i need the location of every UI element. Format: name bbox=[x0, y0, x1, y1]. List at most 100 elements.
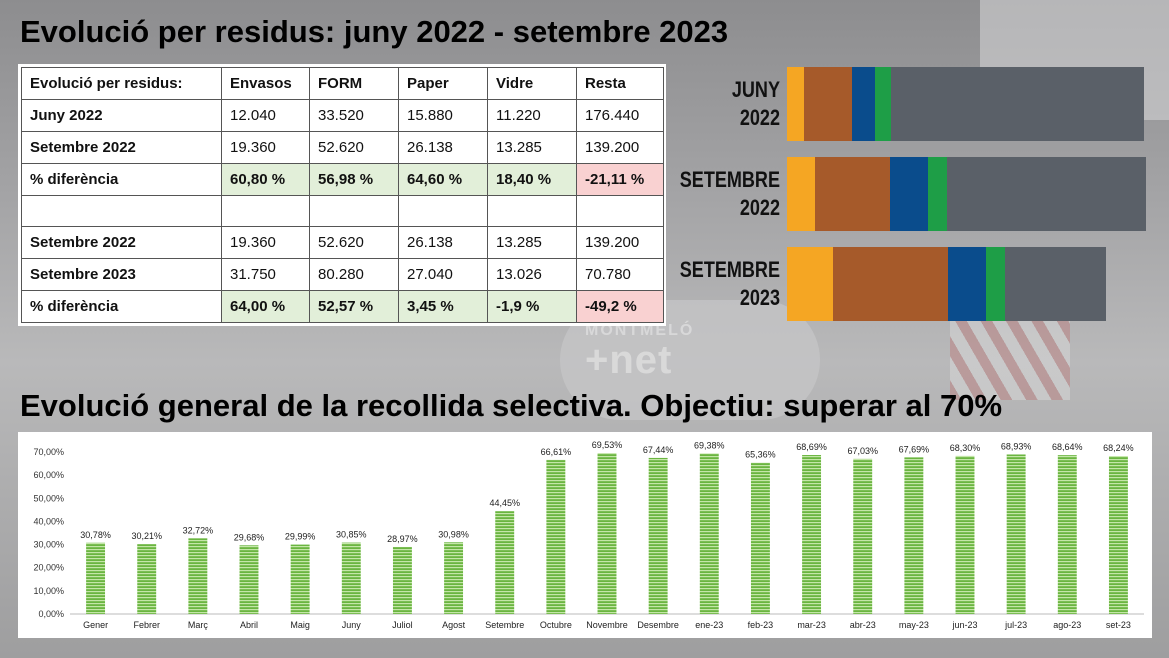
table-header-cell: Evolució per residus: bbox=[21, 67, 222, 100]
bar bbox=[290, 544, 310, 614]
stacked-bar-segment-envasos bbox=[787, 247, 833, 321]
bar bbox=[392, 546, 412, 614]
table-cell: 13.285 bbox=[487, 130, 577, 164]
bar bbox=[444, 542, 464, 614]
bar bbox=[341, 542, 361, 614]
table-cell: 52.620 bbox=[309, 130, 399, 164]
stacked-bar-segment-paper bbox=[890, 157, 928, 231]
page-title-bottom: Evolució general de la recollida selecti… bbox=[20, 388, 1003, 423]
y-tick-label: 50,00% bbox=[33, 493, 64, 503]
stacked-bar bbox=[787, 157, 1147, 231]
table-cell: 3,45 % bbox=[398, 290, 488, 323]
x-tick-label: may-23 bbox=[899, 620, 929, 630]
stacked-bar-label-line: JUNY bbox=[731, 77, 780, 102]
background-logo: MONTMELÓ +net bbox=[585, 322, 694, 383]
table-cell: 19.360 bbox=[221, 226, 310, 260]
table-cell: 26.138 bbox=[398, 130, 488, 164]
x-tick-label: feb-23 bbox=[748, 620, 774, 630]
table-cell: -49,2 % bbox=[576, 290, 664, 323]
table-row-label: Setembre 2022 bbox=[21, 226, 222, 260]
table-row-label: Setembre 2022 bbox=[21, 130, 222, 164]
data-label: 65,36% bbox=[745, 450, 776, 460]
table-cell: 64,60 % bbox=[398, 162, 488, 196]
x-tick-label: Setembre bbox=[485, 620, 524, 630]
x-tick-label: Gener bbox=[83, 620, 108, 630]
table-cell: 31.750 bbox=[221, 258, 310, 292]
table-row: Setembre 2023 31.750 80.280 27.040 13.026 70.… bbox=[21, 258, 664, 292]
bar bbox=[853, 458, 873, 614]
table-header-cell: Paper bbox=[398, 67, 488, 100]
data-label: 68,64% bbox=[1052, 442, 1083, 452]
bar bbox=[1057, 455, 1077, 614]
table-cell: -21,11 % bbox=[576, 162, 664, 196]
x-tick-label: Juliol bbox=[392, 620, 413, 630]
table-cell: 15.880 bbox=[398, 98, 488, 132]
data-label: 30,78% bbox=[80, 530, 111, 540]
bar bbox=[188, 538, 208, 614]
table-cell: 80.280 bbox=[309, 258, 399, 292]
selective-collection-chart: 0,00% 10,00% 20,00% 30,00% 40,00% 50,00% 60,00… bbox=[33, 440, 1144, 630]
data-label: 68,93% bbox=[1001, 441, 1032, 451]
table-cell: 27.040 bbox=[398, 258, 488, 292]
table-cell: 139.200 bbox=[576, 226, 664, 260]
x-tick-label: jul-23 bbox=[1004, 620, 1027, 630]
data-label: 68,69% bbox=[796, 442, 827, 452]
stacked-bar-segment-form bbox=[832, 247, 948, 321]
bar bbox=[1108, 456, 1128, 614]
data-label: 30,21% bbox=[131, 531, 162, 541]
table-cell bbox=[221, 194, 310, 228]
table-row bbox=[21, 194, 664, 228]
bar bbox=[699, 453, 719, 614]
data-label: 30,98% bbox=[438, 529, 469, 539]
y-tick-label: 0,00% bbox=[38, 609, 64, 619]
stacked-bar-segment-form bbox=[814, 157, 891, 231]
table-cell bbox=[487, 194, 577, 228]
page-title-top: Evolució per residus: juny 2022 - setemb… bbox=[20, 14, 729, 49]
table-row-label: Setembre 2023 bbox=[21, 258, 222, 292]
stacked-bar-label-line: 2023 bbox=[739, 285, 780, 310]
table-cell: 139.200 bbox=[576, 130, 664, 164]
data-label: 67,44% bbox=[643, 445, 674, 455]
table-cell: 60,80 % bbox=[221, 162, 310, 196]
table-cell: -1,9 % bbox=[487, 290, 577, 323]
table-header-cell: Envasos bbox=[221, 67, 310, 100]
stacked-bar-label: SETEMBRE 2022 bbox=[632, 166, 780, 222]
stacked-bar-label-line: 2022 bbox=[739, 105, 780, 130]
table-row-label: % diferència bbox=[21, 290, 222, 323]
x-tick-label: ene-23 bbox=[695, 620, 723, 630]
stacked-bar-label: SETEMBRE 2023 bbox=[632, 256, 780, 312]
stacked-bar-segment-envasos bbox=[787, 67, 805, 141]
y-tick-label: 30,00% bbox=[33, 540, 64, 550]
table-row: Juny 2022 12.040 33.520 15.880 11.220 176.440 bbox=[21, 98, 664, 132]
x-tick-label: Novembre bbox=[586, 620, 628, 630]
selective-collection-chart-panel: 0,00% 10,00% 20,00% 30,00% 40,00% 50,00% 60,00… bbox=[18, 432, 1152, 638]
y-tick-label: 20,00% bbox=[33, 563, 64, 573]
y-tick-label: 70,00% bbox=[33, 447, 64, 457]
bar bbox=[1006, 454, 1026, 614]
stacked-bar-label-line: 2022 bbox=[739, 195, 780, 220]
data-label: 30,85% bbox=[336, 530, 367, 540]
stacked-bar-segment-paper bbox=[852, 67, 876, 141]
stacked-bar-label-line: SETEMBRE bbox=[679, 167, 780, 192]
table-header-cell: Resta bbox=[576, 67, 664, 100]
stacked-bar-segment-vidre bbox=[875, 67, 892, 141]
table-cell bbox=[309, 194, 399, 228]
bar bbox=[546, 459, 566, 614]
stacked-bar-segment-resta bbox=[946, 157, 1147, 231]
data-label: 29,68% bbox=[234, 532, 265, 542]
table-row-label: % diferència bbox=[21, 162, 222, 196]
table-row: Setembre 2022 19.360 52.620 26.138 13.285 139… bbox=[21, 226, 664, 260]
background-logo-line1: MONTMELÓ bbox=[585, 322, 695, 339]
bar bbox=[597, 453, 617, 614]
background-logo-line2: +net bbox=[585, 338, 673, 382]
data-label: 28,97% bbox=[387, 534, 418, 544]
x-tick-label: Maig bbox=[290, 620, 310, 630]
bar bbox=[86, 542, 106, 614]
stacked-bar bbox=[787, 247, 1107, 321]
x-tick-label: Desembre bbox=[637, 620, 679, 630]
table-cell: 18,40 % bbox=[487, 162, 577, 196]
data-label: 67,03% bbox=[847, 446, 878, 456]
stacked-bar-segment-paper bbox=[947, 247, 987, 321]
waste-table: Evolució per residus: Envasos FORM Paper Vid… bbox=[21, 67, 664, 323]
data-label: 67,69% bbox=[899, 444, 930, 454]
